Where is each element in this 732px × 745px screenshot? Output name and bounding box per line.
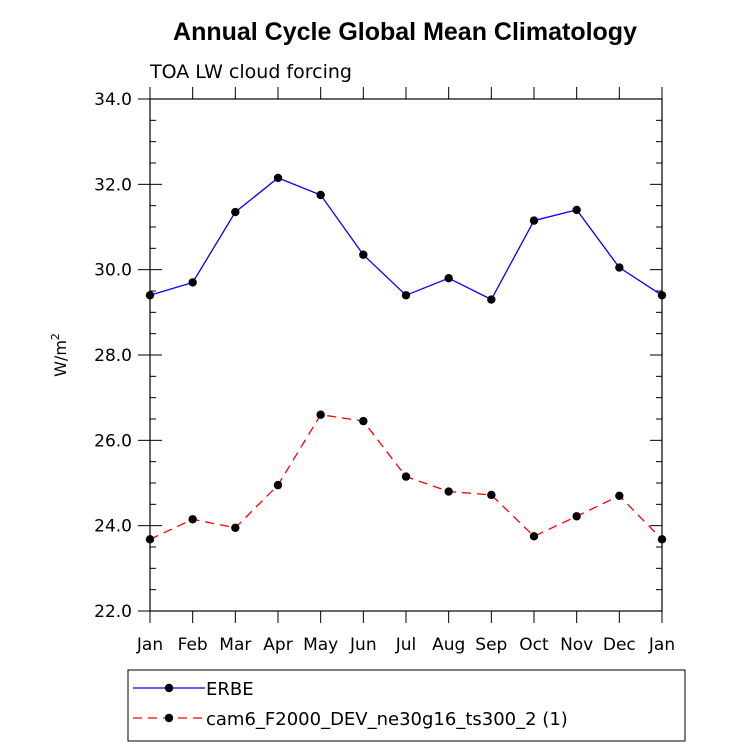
legend-items: ERBE cam6_F2000_DEV_ne30g16_ts300_2 (1) bbox=[133, 679, 568, 730]
y-tick-label: 30.0 bbox=[94, 261, 132, 281]
data-point bbox=[657, 535, 667, 544]
data-point bbox=[572, 512, 581, 521]
x-tick-label: Apr bbox=[263, 635, 292, 655]
y-axis-label-main: W/m bbox=[51, 340, 70, 377]
data-point bbox=[359, 250, 368, 259]
plot-frame bbox=[149, 98, 663, 612]
x-tick-label: Feb bbox=[178, 635, 208, 655]
y-axis-ticks bbox=[138, 98, 662, 612]
data-point bbox=[529, 216, 539, 225]
x-tick-label: Jul bbox=[395, 635, 417, 655]
series-1 bbox=[145, 173, 667, 304]
legend-label: ERBE bbox=[206, 679, 254, 700]
x-tick-label: Jan bbox=[136, 635, 163, 655]
data-point bbox=[444, 487, 453, 496]
data-point bbox=[188, 278, 197, 287]
data-point bbox=[145, 535, 155, 544]
data-point bbox=[487, 295, 496, 304]
data-point bbox=[487, 490, 496, 500]
chart-subtitle: TOA LW cloud forcing bbox=[149, 61, 352, 83]
x-axis-ticks bbox=[149, 87, 663, 623]
y-tick-label: 32.0 bbox=[94, 175, 132, 195]
data-point bbox=[444, 274, 453, 283]
data-point bbox=[231, 207, 240, 217]
data-point bbox=[657, 291, 667, 300]
data-point bbox=[401, 472, 411, 481]
x-tick-label: Dec bbox=[603, 635, 636, 655]
data-point bbox=[615, 491, 624, 500]
x-tick-label: Nov bbox=[560, 635, 593, 655]
x-tick-label: Jan bbox=[648, 635, 675, 655]
chart-title: Annual Cycle Global Mean Climatology bbox=[173, 18, 637, 46]
legend-box bbox=[127, 669, 686, 742]
data-point bbox=[359, 416, 368, 426]
y-axis-label-superscript: 2 bbox=[49, 333, 62, 340]
x-tick-label: Sep bbox=[475, 635, 507, 655]
data-point bbox=[316, 410, 325, 419]
x-tick-label: Aug bbox=[432, 635, 465, 655]
y-tick-label: 22.0 bbox=[94, 602, 132, 622]
data-point bbox=[273, 480, 283, 490]
data-point bbox=[273, 173, 283, 183]
series-line bbox=[149, 177, 663, 301]
series-layer bbox=[145, 173, 667, 544]
x-tick-label: Mar bbox=[219, 635, 251, 655]
data-point bbox=[231, 523, 240, 532]
x-tick-label: Oct bbox=[519, 635, 549, 655]
data-point bbox=[401, 291, 411, 300]
y-tick-label: 26.0 bbox=[94, 431, 132, 451]
data-point bbox=[188, 515, 197, 524]
y-tick-label: 24.0 bbox=[94, 517, 132, 537]
y-axis-tick-labels: 22.0 24.0 26.0 28.0 30.0 32.0 34.0 bbox=[94, 90, 132, 622]
data-point bbox=[145, 291, 155, 300]
data-point bbox=[615, 263, 624, 272]
legend-marker bbox=[164, 683, 174, 693]
data-point bbox=[572, 205, 581, 215]
x-tick-label: Jun bbox=[349, 635, 377, 655]
x-tick-label: May bbox=[303, 635, 338, 655]
series-2 bbox=[145, 410, 667, 544]
y-axis-label: W/m2 bbox=[49, 333, 70, 377]
x-axis-tick-labels: Jan Feb Mar Apr May Jun Jul Aug Sep Oct Nov Dec Jan bbox=[136, 635, 675, 655]
legend-marker bbox=[164, 713, 174, 723]
y-tick-label: 28.0 bbox=[94, 346, 132, 366]
legend-label: cam6_F2000_DEV_ne30g16_ts300_2 (1) bbox=[206, 709, 568, 730]
data-point bbox=[529, 532, 539, 541]
y-tick-label: 34.0 bbox=[94, 90, 132, 110]
data-point bbox=[316, 190, 325, 200]
